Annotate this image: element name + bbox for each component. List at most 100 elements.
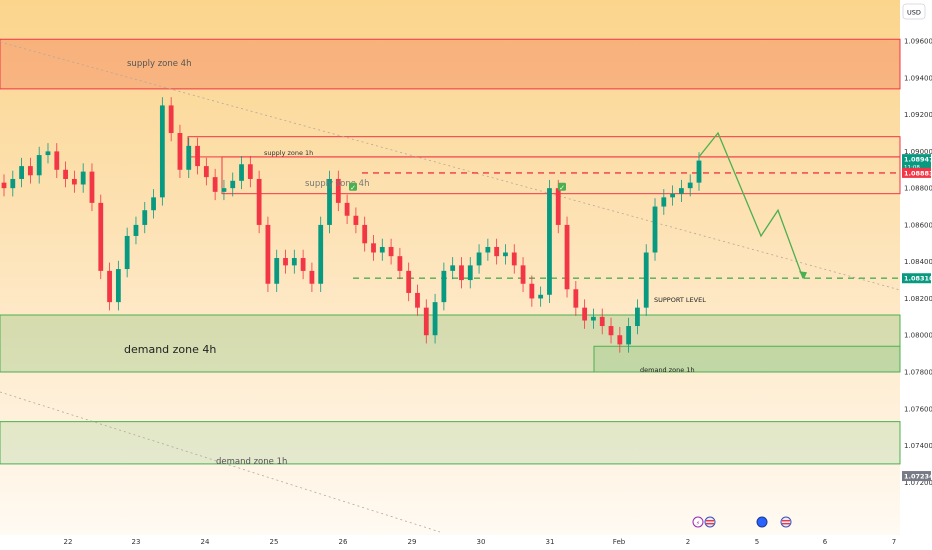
date-tick: 31 bbox=[546, 538, 555, 546]
price-badge-2 bbox=[902, 273, 931, 284]
us-flag-icon-2[interactable] bbox=[780, 516, 792, 528]
event-icons[interactable]: ⚡ bbox=[692, 516, 792, 528]
candle-body bbox=[124, 235, 130, 270]
candle-body bbox=[591, 316, 596, 321]
candle-body bbox=[573, 289, 579, 308]
candle-body bbox=[318, 224, 324, 284]
price-tick: 1.09400 bbox=[904, 74, 932, 82]
lower-trendline bbox=[0, 391, 441, 533]
candle-body bbox=[388, 246, 394, 257]
candle-body bbox=[159, 105, 165, 198]
candle-body bbox=[151, 197, 156, 211]
price-badge-text-3: 1.07234 bbox=[904, 473, 932, 481]
descending-trendline bbox=[0, 41, 901, 291]
candle-body bbox=[300, 258, 306, 271]
candle-body bbox=[274, 258, 280, 284]
candle-body bbox=[63, 169, 68, 179]
demand-zone-1h-bottom-label: demand zone 1h bbox=[216, 457, 287, 467]
price-tick: 1.09600 bbox=[904, 38, 932, 46]
price-badge-text-2: 1.08310 bbox=[904, 275, 932, 283]
price-axis-background bbox=[900, 0, 932, 535]
support-level-label: SUPPORT LEVEL bbox=[654, 296, 706, 304]
candle-body bbox=[335, 178, 341, 203]
price-tick: 1.08000 bbox=[904, 332, 932, 340]
price-badge-text-0: 1.08947 bbox=[904, 156, 932, 164]
economic-event-icon[interactable] bbox=[756, 516, 768, 528]
candle-body bbox=[362, 224, 368, 244]
candle-body bbox=[441, 270, 447, 303]
zones-layer bbox=[0, 38, 901, 465]
candle-body bbox=[485, 246, 491, 253]
date-tick: 25 bbox=[270, 538, 279, 546]
candle-body bbox=[397, 256, 403, 271]
candle-body bbox=[511, 252, 517, 266]
candle-body bbox=[195, 145, 200, 167]
candle-body bbox=[309, 270, 315, 284]
candle-body bbox=[529, 283, 535, 299]
date-tick: 24 bbox=[201, 538, 210, 546]
candle-body bbox=[538, 294, 544, 299]
candle-body bbox=[186, 145, 192, 170]
candle-body bbox=[239, 164, 244, 181]
candle-body bbox=[256, 178, 262, 225]
candle-body bbox=[687, 182, 693, 189]
currency-button[interactable]: USD bbox=[902, 3, 926, 20]
candle-body bbox=[230, 180, 236, 189]
zone-2-box bbox=[221, 156, 901, 195]
date-tick: 22 bbox=[64, 538, 73, 546]
date-tick: Feb bbox=[613, 538, 626, 546]
date-tick: 26 bbox=[339, 538, 348, 546]
candle-body bbox=[476, 252, 482, 266]
candle-body bbox=[696, 160, 702, 183]
candle-body bbox=[327, 178, 332, 225]
price-tick: 1.07200 bbox=[904, 479, 932, 487]
date-tick: 2 bbox=[686, 538, 690, 546]
projected-path bbox=[698, 131, 804, 279]
candle-body bbox=[291, 258, 297, 266]
price-badge-text-1: 1.08883 bbox=[904, 169, 932, 177]
candle-body bbox=[555, 188, 561, 225]
candle-body bbox=[494, 246, 500, 257]
price-tick: 1.07600 bbox=[904, 405, 932, 413]
lightning-event-icon[interactable] bbox=[692, 516, 704, 528]
price-tick: 1.08400 bbox=[904, 258, 932, 266]
trend-lines bbox=[0, 41, 901, 533]
candle-body bbox=[107, 270, 112, 303]
candle-body bbox=[353, 215, 359, 225]
candle-body bbox=[608, 326, 614, 336]
candle-body bbox=[45, 151, 51, 156]
candle-body bbox=[582, 307, 588, 321]
candle-body bbox=[36, 155, 42, 176]
candle-body bbox=[344, 202, 350, 216]
candle-body bbox=[247, 164, 253, 179]
candle-body bbox=[415, 292, 420, 308]
candle-body bbox=[89, 171, 95, 203]
candle-body bbox=[661, 197, 667, 207]
candle-body bbox=[503, 252, 508, 257]
price-badge-0 bbox=[902, 154, 931, 173]
time-axis-background bbox=[0, 535, 932, 550]
projection-layer bbox=[698, 131, 807, 280]
demand-zone-1h-small-label: demand zone 1h bbox=[640, 366, 695, 374]
price-tick: 1.08600 bbox=[904, 221, 932, 229]
candles-layer bbox=[1, 97, 702, 353]
candle-body bbox=[80, 171, 86, 185]
us-flag-icon[interactable] bbox=[704, 516, 716, 528]
check-mark-0: ✓ bbox=[350, 184, 356, 192]
price-tick: 1.09000 bbox=[904, 148, 932, 156]
candle-body bbox=[379, 246, 385, 253]
candle-body bbox=[626, 326, 632, 345]
candle-body bbox=[177, 133, 183, 170]
svg-text:⚡: ⚡ bbox=[696, 520, 700, 527]
candle-body bbox=[679, 188, 684, 194]
zone-0-box bbox=[0, 38, 901, 90]
candle-body bbox=[467, 265, 473, 281]
candle-body bbox=[221, 188, 227, 192]
candle-body bbox=[54, 151, 60, 170]
candle-body bbox=[652, 206, 658, 253]
candle-body bbox=[643, 252, 649, 308]
check-marks: ✓ ✓ bbox=[349, 182, 566, 192]
zone-5-box bbox=[0, 421, 901, 465]
